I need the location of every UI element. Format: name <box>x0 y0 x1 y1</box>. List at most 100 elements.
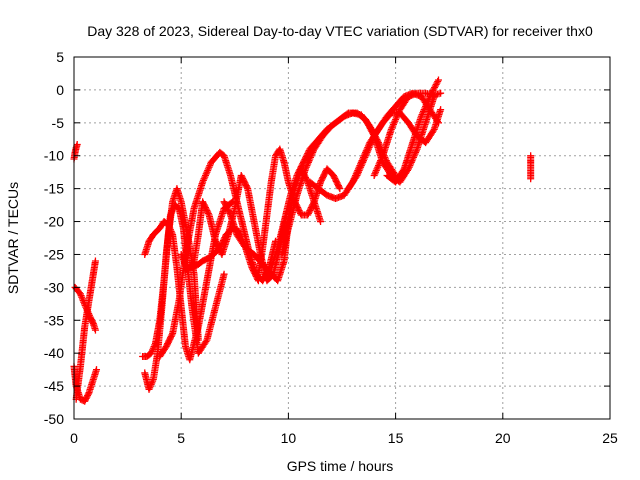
data-point-marker <box>425 94 433 102</box>
chart-title: Day 328 of 2023, Sidereal Day-to-day VTE… <box>87 23 593 39</box>
data-point-marker <box>353 171 361 179</box>
x-tick-label: 15 <box>388 430 404 446</box>
data-point-marker <box>375 160 383 168</box>
data-point-marker <box>429 127 437 135</box>
data-point-marker <box>364 145 372 153</box>
data-point-marker <box>226 210 234 218</box>
data-point-marker <box>390 119 398 127</box>
data-point-marker <box>370 171 378 179</box>
data-point-marker <box>387 125 395 133</box>
data-point-marker <box>423 99 431 107</box>
data-point-marker <box>354 168 362 176</box>
data-point-marker <box>165 222 173 230</box>
data-point-marker <box>371 170 379 178</box>
data-point-marker <box>352 173 360 181</box>
data-point-marker <box>355 167 363 175</box>
data-point-marker <box>422 101 430 109</box>
data-point-marker <box>204 165 212 173</box>
data-point-marker <box>199 176 207 184</box>
data-point-marker <box>374 163 382 171</box>
y-tick-label: 5 <box>56 49 64 65</box>
data-point-marker <box>362 152 370 160</box>
data-point-marker <box>362 150 370 158</box>
data-point-marker <box>395 107 403 115</box>
data-point-marker <box>302 163 310 171</box>
data-point-marker <box>357 163 365 171</box>
data-point-marker <box>84 390 92 398</box>
data-point-marker <box>432 81 440 89</box>
data-point-marker <box>412 148 420 156</box>
data-point-marker <box>420 106 428 114</box>
data-point-marker <box>394 111 402 119</box>
data-point-marker <box>368 137 376 145</box>
data-point-marker <box>428 88 436 96</box>
data-point-marker <box>93 366 101 374</box>
data-point-marker <box>366 142 374 150</box>
data-point-marker <box>308 150 316 158</box>
data-point-marker <box>366 125 374 133</box>
data-point-marker <box>362 116 370 124</box>
data-point-marker <box>336 185 344 193</box>
data-point-marker <box>359 158 367 166</box>
x-tick-label: 25 <box>602 430 618 446</box>
data-point-marker <box>243 183 251 191</box>
y-tick-label: -5 <box>52 115 65 131</box>
data-point-marker <box>365 144 373 151</box>
data-point-marker <box>372 168 380 176</box>
data-point-marker <box>421 104 429 112</box>
data-point-marker <box>437 106 445 114</box>
data-point-marker <box>201 171 209 179</box>
data-point-marker <box>364 120 372 128</box>
data-point-marker <box>392 116 400 124</box>
data-point-marker <box>307 153 315 161</box>
data-point-marker <box>412 147 420 155</box>
data-point-marker <box>394 109 402 117</box>
data-point-marker <box>374 162 382 170</box>
data-point-marker <box>204 167 212 175</box>
data-point-marker <box>426 92 434 100</box>
data-point-marker <box>168 208 176 216</box>
data-point-marker <box>411 150 419 158</box>
data-point-marker <box>377 157 385 165</box>
data-point-marker <box>392 114 400 122</box>
data-point-marker <box>206 162 214 170</box>
data-point-marker <box>429 87 437 95</box>
data-point-marker <box>76 290 84 298</box>
data-point-marker <box>422 102 430 110</box>
data-point-marker <box>367 140 375 148</box>
data-point-marker <box>431 84 439 92</box>
data-point-marker <box>202 170 210 178</box>
data-point-marker <box>424 96 432 104</box>
data-point-marker <box>168 229 176 237</box>
data-point-marker <box>205 163 213 171</box>
data-point-marker <box>354 170 362 178</box>
data-point-marker <box>363 148 371 156</box>
data-point-marker <box>254 275 262 283</box>
data-point-marker <box>147 349 155 357</box>
data-point-marker <box>79 297 87 305</box>
data-point-marker <box>304 158 312 166</box>
data-point-marker <box>367 139 375 147</box>
data-point-marker <box>427 91 435 99</box>
x-tick-label: 5 <box>177 430 185 446</box>
x-tick-label: 10 <box>281 430 297 446</box>
data-point-marker <box>360 155 368 163</box>
data-point-marker <box>91 326 99 334</box>
y-tick-label: -30 <box>44 279 64 295</box>
data-point-marker <box>317 218 325 226</box>
data-point-marker <box>305 157 313 165</box>
y-tick-label: -15 <box>44 181 64 197</box>
y-tick-label: -20 <box>44 214 64 230</box>
x-tick-label: 20 <box>495 430 511 446</box>
data-point-marker <box>369 134 377 142</box>
data-point-marker <box>146 384 154 392</box>
data-point-marker <box>427 89 435 97</box>
axis-ticks: 0 5 10 15 20 25-50-45-40-35-30-25-20-15-10-50… <box>44 49 618 446</box>
data-point-marker <box>335 183 343 191</box>
x-tick-label: 0 <box>70 430 78 446</box>
y-tick-label: -40 <box>44 345 64 361</box>
data-point-marker <box>166 224 174 232</box>
y-tick-label: -25 <box>44 246 64 262</box>
data-point-marker <box>303 162 311 170</box>
